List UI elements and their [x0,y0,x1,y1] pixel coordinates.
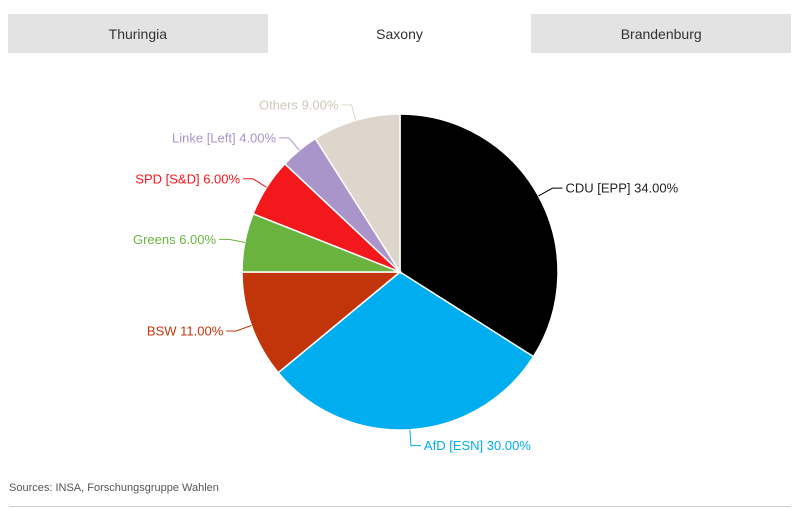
tab-saxony[interactable]: Saxony [269,14,530,53]
slice-label: BSW 11.00% [147,323,224,338]
slice-label: Greens 6.00% [133,232,217,247]
leader-line [219,238,245,243]
leader-line [279,137,300,151]
leader-line [409,429,421,447]
leader-line [341,104,357,121]
slice-label: CDU [EPP] 34.00% [565,181,678,196]
pie-slice[interactable] [399,113,559,358]
tab-thuringia[interactable]: Thuringia [8,14,268,53]
pie-slice[interactable] [314,113,401,275]
sources-note: Sources: INSA, Forschungsgruppe Wahlen [9,482,219,494]
leader-line [538,187,563,197]
pie-slice[interactable] [241,271,403,374]
pie-chart: CDU [EPP] 34.00% AfD [ESN] 30.00% BSW 11.0… [133,97,679,453]
divider [9,506,791,507]
slice-label: AfD [ESN] 30.00% [424,438,531,453]
leader-line [243,178,267,188]
tab-brandenburg[interactable]: Brandenburg [531,14,792,53]
slice-label: Linke [Left] 4.00% [172,130,277,145]
leader-line [226,325,252,332]
slice-label: SPD [S&D] 6.00% [135,171,240,186]
slice-label: Others 9.00% [259,97,339,112]
pie-slice[interactable] [277,271,535,431]
region-tabs: Thuringia Saxony Brandenburg [8,14,792,53]
